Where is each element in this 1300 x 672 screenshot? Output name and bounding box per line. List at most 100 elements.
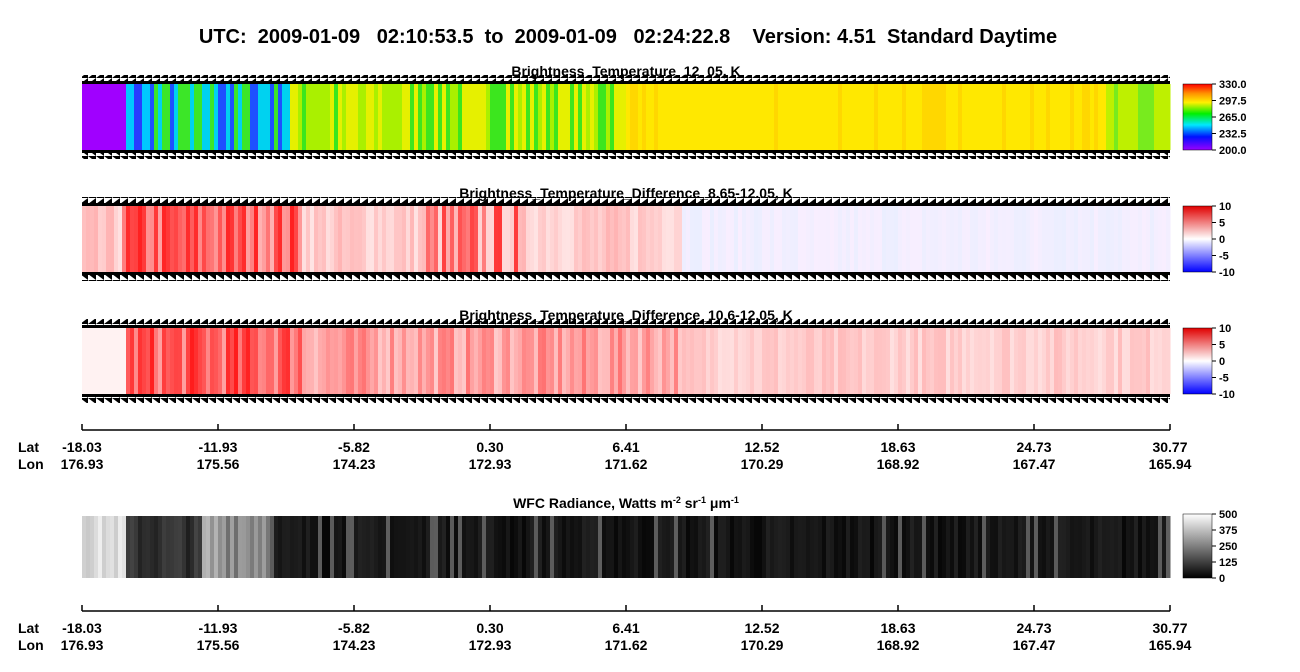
image-strip <box>382 84 387 150</box>
image-strip <box>826 206 831 272</box>
image-strip <box>642 328 647 394</box>
image-strip <box>394 84 399 150</box>
image-strip <box>1090 328 1095 394</box>
image-strip <box>250 516 255 578</box>
image-strip <box>346 328 351 394</box>
image-strip <box>462 516 467 578</box>
row-label: Lon <box>18 456 44 472</box>
image-strip <box>934 206 939 272</box>
image-strip <box>402 206 407 272</box>
image-strip <box>270 84 275 150</box>
image-strip <box>502 84 507 150</box>
image-strip <box>442 84 447 150</box>
title-part: -2 <box>673 495 681 505</box>
frame-edge <box>82 150 1170 153</box>
image-strip <box>854 516 859 578</box>
colorbar-label: -10 <box>1219 389 1235 401</box>
image-strip <box>1102 84 1107 150</box>
image-strip <box>542 516 547 578</box>
image-strip <box>1082 206 1087 272</box>
image-strip <box>738 516 743 578</box>
image-strip <box>426 328 431 394</box>
image-strip <box>446 516 451 578</box>
image-strip <box>506 206 511 272</box>
image-strip <box>278 206 283 272</box>
image-strip <box>1030 328 1035 394</box>
image-strip <box>358 516 363 578</box>
image-strip <box>786 328 791 394</box>
image-strip <box>942 516 947 578</box>
image-strip <box>510 206 515 272</box>
image-strip <box>158 516 163 578</box>
colorbar-label: 250 <box>1219 541 1237 553</box>
image-strip <box>858 84 863 150</box>
image-strip <box>430 206 435 272</box>
image-strip <box>598 206 603 272</box>
image-strip <box>814 328 819 394</box>
image-strip <box>882 84 887 150</box>
image-strip <box>458 328 463 394</box>
image-strip <box>706 84 711 150</box>
image-strip <box>498 328 503 394</box>
image-strip <box>1134 84 1139 150</box>
image-strip <box>662 206 667 272</box>
image-strip <box>866 516 871 578</box>
image-strip <box>638 206 643 272</box>
image-strip <box>230 328 235 394</box>
image-strip <box>194 84 199 150</box>
image-strip <box>398 206 403 272</box>
title-part: -1 <box>698 495 706 505</box>
image-strip <box>862 206 867 272</box>
image-strip <box>782 328 787 394</box>
image-strip <box>994 516 999 578</box>
image-strip <box>1138 84 1143 150</box>
image-strip <box>122 84 127 150</box>
image-strip <box>810 516 815 578</box>
image-strip <box>382 206 387 272</box>
image-strip <box>614 328 619 394</box>
image-strip <box>1050 516 1055 578</box>
image-strip <box>862 84 867 150</box>
image-strip <box>1062 84 1067 150</box>
image-strip <box>506 84 511 150</box>
image-strip <box>106 84 111 150</box>
image-strip <box>478 84 483 150</box>
image-strip <box>418 84 423 150</box>
image-strip <box>134 516 139 578</box>
image-strip <box>686 84 691 150</box>
image-strip <box>246 516 251 578</box>
image-strip <box>1018 328 1023 394</box>
image-strip <box>482 328 487 394</box>
image-strip <box>846 206 851 272</box>
image-strip <box>630 84 635 150</box>
image-strip <box>510 516 515 578</box>
image-strip <box>1126 516 1131 578</box>
image-strip <box>1110 84 1115 150</box>
image-strip <box>270 516 275 578</box>
image-strip <box>650 84 655 150</box>
image-strip <box>942 206 947 272</box>
lon-label: 170.29 <box>741 456 784 472</box>
image-strip <box>734 328 739 394</box>
lon-label: 176.93 <box>61 637 104 653</box>
image-strip <box>930 516 935 578</box>
image-strip <box>102 516 107 578</box>
lat-label: 0.30 <box>476 439 503 455</box>
image-strip <box>566 206 571 272</box>
image-strip <box>166 516 171 578</box>
image-strip <box>346 206 351 272</box>
image-strip <box>874 328 879 394</box>
image-strip <box>282 206 287 272</box>
image-strip <box>1142 206 1147 272</box>
image-strip <box>238 84 243 150</box>
image-strip <box>450 328 455 394</box>
colorbar-label: 375 <box>1219 525 1237 537</box>
image-strip <box>962 84 967 150</box>
image-strip <box>474 84 479 150</box>
image-strip <box>546 206 551 272</box>
image-strip <box>762 206 767 272</box>
image-strip <box>774 84 779 150</box>
image-strip <box>586 516 591 578</box>
frame-edge <box>82 81 1170 84</box>
image-strip <box>110 328 115 394</box>
